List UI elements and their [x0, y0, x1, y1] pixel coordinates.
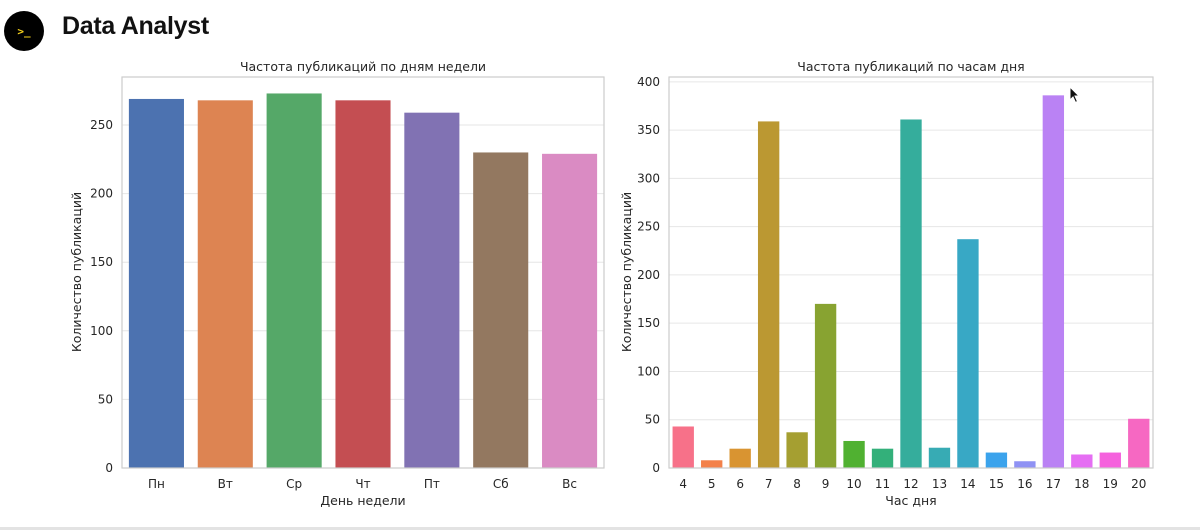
- bottom-divider: [0, 527, 1200, 530]
- bar: [757, 121, 780, 468]
- x-axis-label: День недели: [320, 493, 405, 508]
- y-axis-label: Количество публикаций: [69, 192, 84, 352]
- app-logo[interactable]: >_: [4, 11, 44, 51]
- x-tick-label: 18: [1074, 477, 1089, 491]
- app-header: >_ Data Analyst: [0, 0, 1200, 56]
- bar: [266, 93, 322, 468]
- x-tick-label: 7: [765, 477, 773, 491]
- axes-frame: [121, 76, 605, 469]
- y-axis-label: Количество публикаций: [619, 192, 634, 352]
- x-tick-label: Чт: [355, 477, 370, 491]
- bar: [814, 303, 837, 468]
- x-tick-label: 11: [875, 477, 890, 491]
- bar: [335, 100, 391, 468]
- bar: [197, 100, 253, 468]
- y-tick-label: 200: [637, 268, 660, 282]
- y-tick-label: 350: [637, 123, 660, 137]
- bar: [729, 448, 751, 468]
- x-tick-label: 17: [1046, 477, 1061, 491]
- y-tick-label: 300: [637, 171, 660, 185]
- chart-weekday: Частота публикаций по дням недели День н…: [69, 59, 605, 508]
- app-title: Data Analyst: [62, 12, 209, 40]
- bar: [1071, 454, 1093, 468]
- bar: [843, 440, 865, 468]
- bar: [1042, 95, 1065, 469]
- x-tick-label: Ср: [286, 477, 302, 491]
- x-tick-label: 14: [960, 477, 975, 491]
- y-tick-label: 400: [637, 75, 660, 89]
- x-tick-label: 12: [903, 477, 918, 491]
- bar: [701, 460, 723, 468]
- plot-area: [121, 76, 605, 469]
- terminal-prompt-icon: >_: [17, 24, 31, 38]
- bar: [1014, 461, 1036, 468]
- x-tick-label: 5: [708, 477, 716, 491]
- x-tick-label: 20: [1131, 477, 1146, 491]
- chart-hourly: Частота публикаций по часам дня Час дня …: [619, 59, 1154, 508]
- x-tick-label: Сб: [493, 477, 509, 491]
- y-tick-label: 200: [90, 187, 113, 201]
- bar: [985, 452, 1008, 468]
- x-tick-label: 8: [793, 477, 801, 491]
- y-tick-label: 50: [98, 392, 113, 406]
- bar: [900, 119, 922, 469]
- x-tick-label: 19: [1103, 477, 1118, 491]
- bar: [928, 447, 951, 468]
- y-tick-label: 0: [652, 461, 660, 475]
- mouse-pointer-icon: [1069, 86, 1081, 104]
- x-tick-label: Пт: [424, 477, 440, 491]
- y-tick-label: 100: [637, 364, 660, 378]
- bar: [542, 153, 598, 468]
- bar: [786, 432, 808, 468]
- x-tick-label: 16: [1017, 477, 1032, 491]
- x-tick-label: 9: [822, 477, 830, 491]
- bar: [672, 426, 694, 468]
- x-tick-label: 6: [736, 477, 744, 491]
- x-tick-label: Вс: [562, 477, 577, 491]
- bar: [1099, 452, 1121, 468]
- y-tick-label: 50: [645, 413, 660, 427]
- y-tick-label: 250: [637, 220, 660, 234]
- y-tick-label: 150: [90, 255, 113, 269]
- y-tick-label: 0: [105, 461, 113, 475]
- x-tick-label: 4: [679, 477, 687, 491]
- y-tick-label: 100: [90, 324, 113, 338]
- axes-frame: [668, 76, 1154, 469]
- chart-title: Частота публикаций по дням недели: [240, 59, 486, 74]
- y-tick-label: 250: [90, 118, 113, 132]
- chart-title: Частота публикаций по часам дня: [797, 59, 1024, 74]
- x-tick-label: 10: [846, 477, 861, 491]
- x-tick-label: Вт: [218, 477, 233, 491]
- x-axis-label: Час дня: [885, 493, 936, 508]
- bar: [128, 98, 184, 469]
- bar: [1128, 418, 1150, 468]
- plot-area: [668, 76, 1154, 469]
- bar: [871, 448, 894, 468]
- x-tick-label: 15: [989, 477, 1004, 491]
- x-tick-label: 13: [932, 477, 947, 491]
- y-tick-label: 150: [637, 316, 660, 330]
- bar: [404, 112, 460, 469]
- bar: [957, 239, 979, 468]
- x-tick-label: Пн: [148, 477, 165, 491]
- bar: [473, 152, 529, 468]
